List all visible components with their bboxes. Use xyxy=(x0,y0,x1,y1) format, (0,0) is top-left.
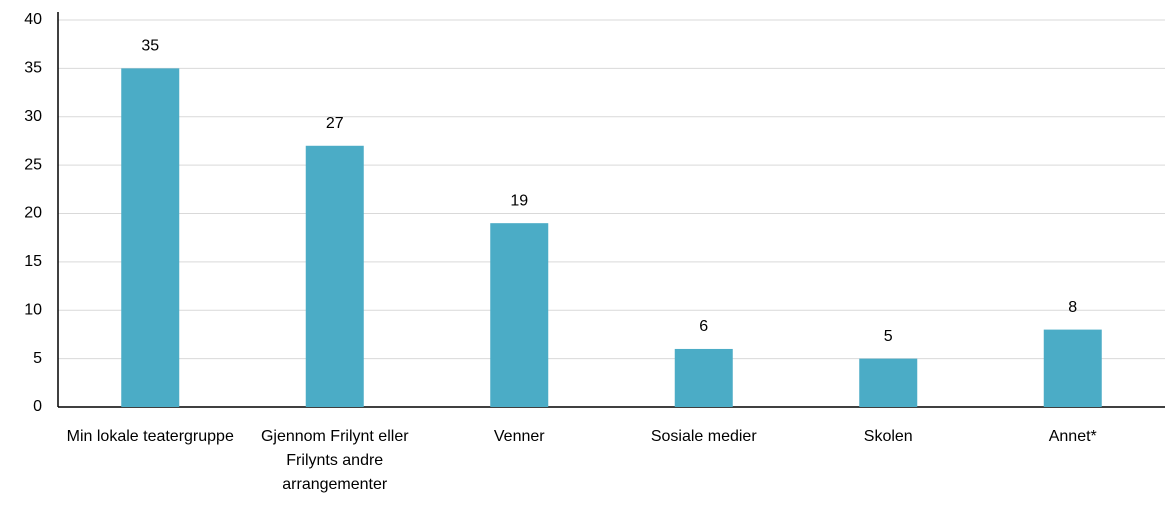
bar xyxy=(859,358,918,407)
data-label: 35 xyxy=(141,38,159,55)
data-label: 27 xyxy=(326,115,344,132)
data-label: 6 xyxy=(699,318,708,335)
x-tick-label: Min lokale teatergruppe xyxy=(66,428,234,445)
y-tick-label: 35 xyxy=(24,60,42,77)
bar xyxy=(674,348,733,407)
x-tick-label: Gjennom Frilynt eller Frilynts andre arr… xyxy=(260,428,409,493)
y-tick-label: 5 xyxy=(33,350,42,367)
data-label: 19 xyxy=(510,192,528,209)
y-tick-label: 30 xyxy=(24,108,42,125)
x-tick-label: Annet* xyxy=(1048,428,1097,445)
bar xyxy=(121,68,180,407)
y-tick-label: 15 xyxy=(24,253,42,270)
bar xyxy=(305,145,364,407)
y-tick-label: 25 xyxy=(24,156,42,173)
data-label: 5 xyxy=(884,328,893,345)
data-label: 8 xyxy=(1068,299,1077,316)
bar xyxy=(490,223,549,407)
x-tick-label: Venner xyxy=(493,428,545,445)
x-tick-label: Skolen xyxy=(863,428,913,445)
y-tick-label: 40 xyxy=(24,11,42,28)
x-tick-label: Sosiale medier xyxy=(650,428,757,445)
y-tick-label: 20 xyxy=(24,205,42,222)
bar xyxy=(1043,329,1102,407)
y-tick-label: 0 xyxy=(33,398,42,415)
y-tick-label: 10 xyxy=(24,301,42,318)
